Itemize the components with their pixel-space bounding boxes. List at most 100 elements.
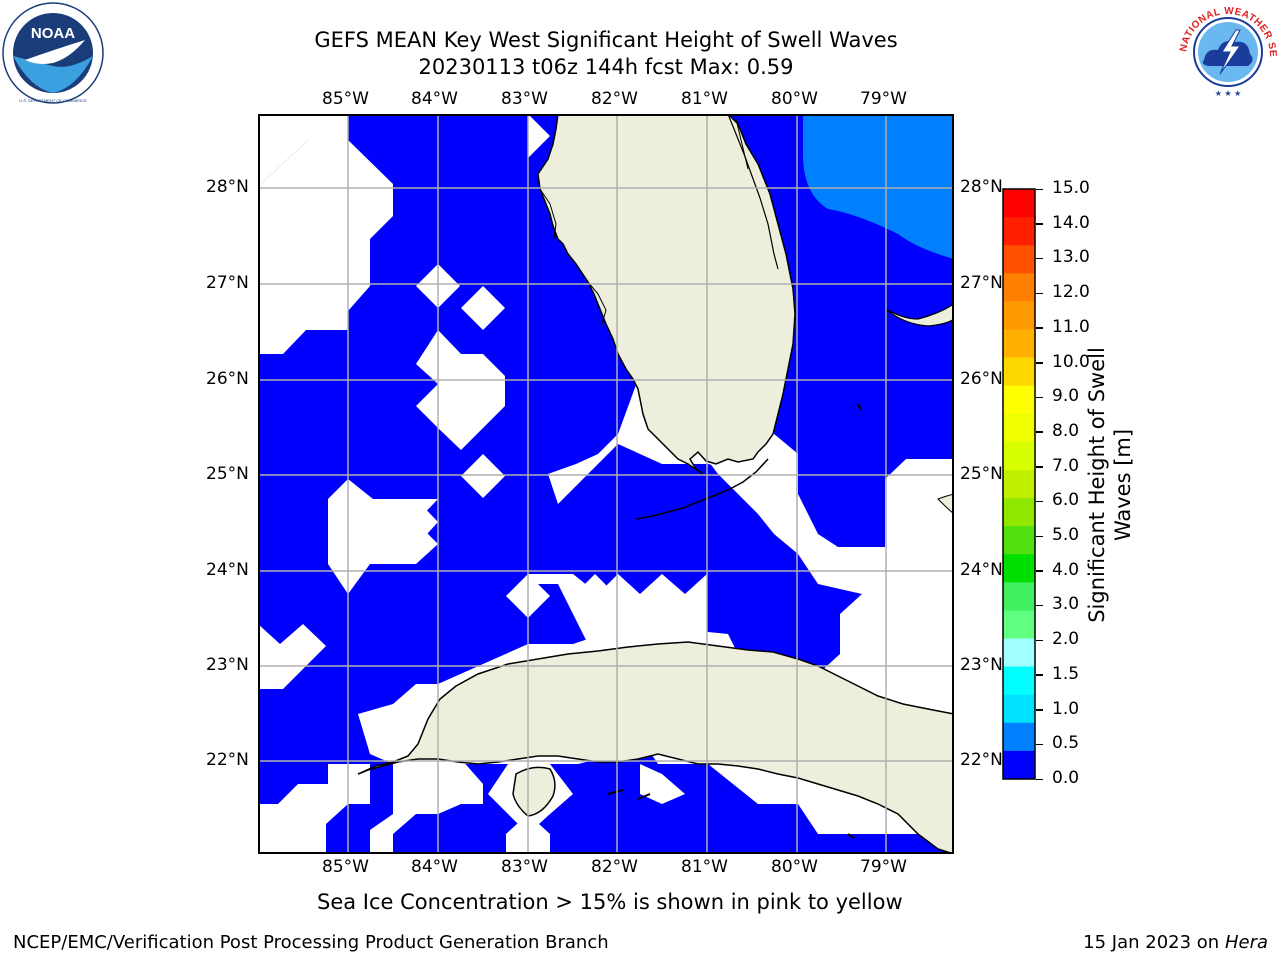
colorbar-tick-mark <box>1036 709 1043 711</box>
lat-label-right: 23°N <box>960 655 1003 675</box>
lon-label-top: 81°W <box>681 89 728 109</box>
plot-title: GEFS MEAN Key West Significant Height of… <box>314 28 898 52</box>
colorbar-tick-label: 4.0 <box>1052 559 1080 580</box>
colorbar-segment <box>1003 245 1035 274</box>
plot-subtitle: 20230113 t06z 144h fcst Max: 0.59 <box>418 55 794 79</box>
colorbar-segment <box>1003 722 1035 752</box>
florida-keys <box>635 458 769 520</box>
footer-machine: Hera <box>1224 932 1268 953</box>
colorbar-tick-label: 6.0 <box>1052 490 1080 511</box>
sea-ice-note: Sea Ice Concentration > 15% is shown in … <box>317 890 903 914</box>
lon-label-top: 85°W <box>322 89 369 109</box>
colorbar-tick-mark <box>1036 292 1043 295</box>
colorbar-segment <box>1003 413 1035 443</box>
colorbar-tick-label: 0.0 <box>1052 768 1080 788</box>
noaa-logo: NOAA U.S. DEPARTMENT OF COMMERCE <box>2 2 104 104</box>
lon-label-bottom: 79°W <box>860 857 907 877</box>
colorbar-segment <box>1003 554 1035 583</box>
colorbar-segment <box>1003 750 1035 780</box>
lat-label-left: 27°N <box>206 273 249 293</box>
colorbar-segment <box>1003 189 1035 218</box>
colorbar-tick-label: 1.5 <box>1052 663 1080 684</box>
lon-label-top: 83°W <box>501 89 548 109</box>
lon-label-bottom: 84°W <box>411 857 458 877</box>
colorbar-tick-label: 10.0 <box>1052 351 1090 372</box>
lat-label-right: 25°N <box>960 464 1003 484</box>
colorbar-tick-label: 2.0 <box>1052 629 1080 650</box>
florida-land <box>537 114 796 475</box>
colorbar-tick-mark <box>1036 257 1043 260</box>
colorbar-tick-mark <box>1036 223 1043 225</box>
lat-label-left: 25°N <box>206 464 249 484</box>
colorbar-tick-label: 3.0 <box>1052 594 1080 615</box>
colorbar-segment <box>1003 694 1035 724</box>
colorbar-segment <box>1003 666 1035 696</box>
colorbar-tick-label: 9.0 <box>1052 386 1080 407</box>
isla-juventud <box>512 766 556 817</box>
lon-label-top: 79°W <box>860 89 907 109</box>
lon-label-bottom: 83°W <box>501 857 548 877</box>
colorbar-tick-mark <box>1036 778 1043 780</box>
colorbar-tick-mark <box>1036 674 1043 676</box>
colorbar-tick-label: 12.0 <box>1052 282 1090 303</box>
nws-logo: NATIONAL WEATHER SERVICE ★ ★ ★ <box>1176 0 1278 100</box>
lon-label-top: 82°W <box>591 89 638 109</box>
lon-label-bottom: 85°W <box>322 857 369 877</box>
colorbar-segment <box>1003 357 1035 387</box>
lon-label-bottom: 80°W <box>771 857 818 877</box>
svg-text:★ ★ ★: ★ ★ ★ <box>1215 89 1242 98</box>
bahamas-islands <box>885 303 954 327</box>
colorbar-title-line2: Waves [m] <box>1111 428 1135 542</box>
colorbar-tick-label: 11.0 <box>1052 316 1090 337</box>
lat-label-right: 22°N <box>960 750 1003 770</box>
footer-date-text: 15 Jan 2023 on <box>1083 932 1225 953</box>
colorbar-segment <box>1003 526 1035 555</box>
colorbar-border <box>1002 188 1036 780</box>
footer-date: 15 Jan 2023 on Hera <box>1083 932 1268 953</box>
colorbar-segment <box>1003 385 1035 415</box>
colorbar-tick-mark <box>1036 466 1043 468</box>
lat-label-right: 24°N <box>960 560 1003 580</box>
footer-branch: NCEP/EMC/Verification Post Processing Pr… <box>13 932 609 953</box>
colorbar-tick-label: 15.0 <box>1052 178 1090 198</box>
map-gridlines <box>258 114 954 854</box>
colorbar-segment <box>1003 498 1035 527</box>
colorbar-segment <box>1003 610 1035 640</box>
colorbar-tick-mark <box>1036 327 1043 329</box>
colorbar-segment <box>1003 582 1035 611</box>
lat-label-left: 26°N <box>206 369 249 389</box>
colorbar-tick-mark <box>1036 188 1043 190</box>
swell-05-1-patch <box>803 114 954 259</box>
lat-label-left: 24°N <box>206 560 249 580</box>
colorbar-segment <box>1003 217 1035 246</box>
lat-label-left: 22°N <box>206 750 249 770</box>
lat-label-left: 28°N <box>206 177 249 197</box>
svg-text:NOAA: NOAA <box>31 25 75 42</box>
colorbar-tick-mark <box>1036 639 1043 642</box>
colorbar-segment <box>1003 638 1035 668</box>
colorbar-tick-label: 14.0 <box>1052 212 1090 233</box>
colorbar-tick-mark <box>1036 362 1043 364</box>
lat-label-right: 28°N <box>960 177 1003 197</box>
colorbar-tick-label: 13.0 <box>1052 247 1090 268</box>
colorbar-segment <box>1003 301 1035 330</box>
colorbar-tick-label: 5.0 <box>1052 525 1080 546</box>
lon-label-bottom: 81°W <box>681 857 728 877</box>
lat-label-left: 23°N <box>206 655 249 675</box>
colorbar-title-line1: Significant Height of Swell <box>1085 347 1109 623</box>
colorbar-tick-mark <box>1036 743 1043 746</box>
lon-label-top: 80°W <box>771 89 818 109</box>
colorbar-segment <box>1003 273 1035 302</box>
lat-label-right: 26°N <box>960 369 1003 389</box>
colorbar-segment <box>1003 469 1035 499</box>
lon-label-top: 84°W <box>411 89 458 109</box>
colorbar-tick-mark <box>1036 570 1043 572</box>
colorbar-tick-label: 7.0 <box>1052 455 1080 476</box>
colorbar-tick-mark <box>1036 396 1043 399</box>
colorbar-tick-mark <box>1036 431 1043 433</box>
svg-text:U.S. DEPARTMENT OF COMMERCE: U.S. DEPARTMENT OF COMMERCE <box>19 98 87 103</box>
lat-label-right: 27°N <box>960 273 1003 293</box>
colorbar-segment <box>1003 329 1035 359</box>
colorbar-tick-mark <box>1036 500 1043 503</box>
colorbar-tick-mark <box>1036 604 1043 607</box>
